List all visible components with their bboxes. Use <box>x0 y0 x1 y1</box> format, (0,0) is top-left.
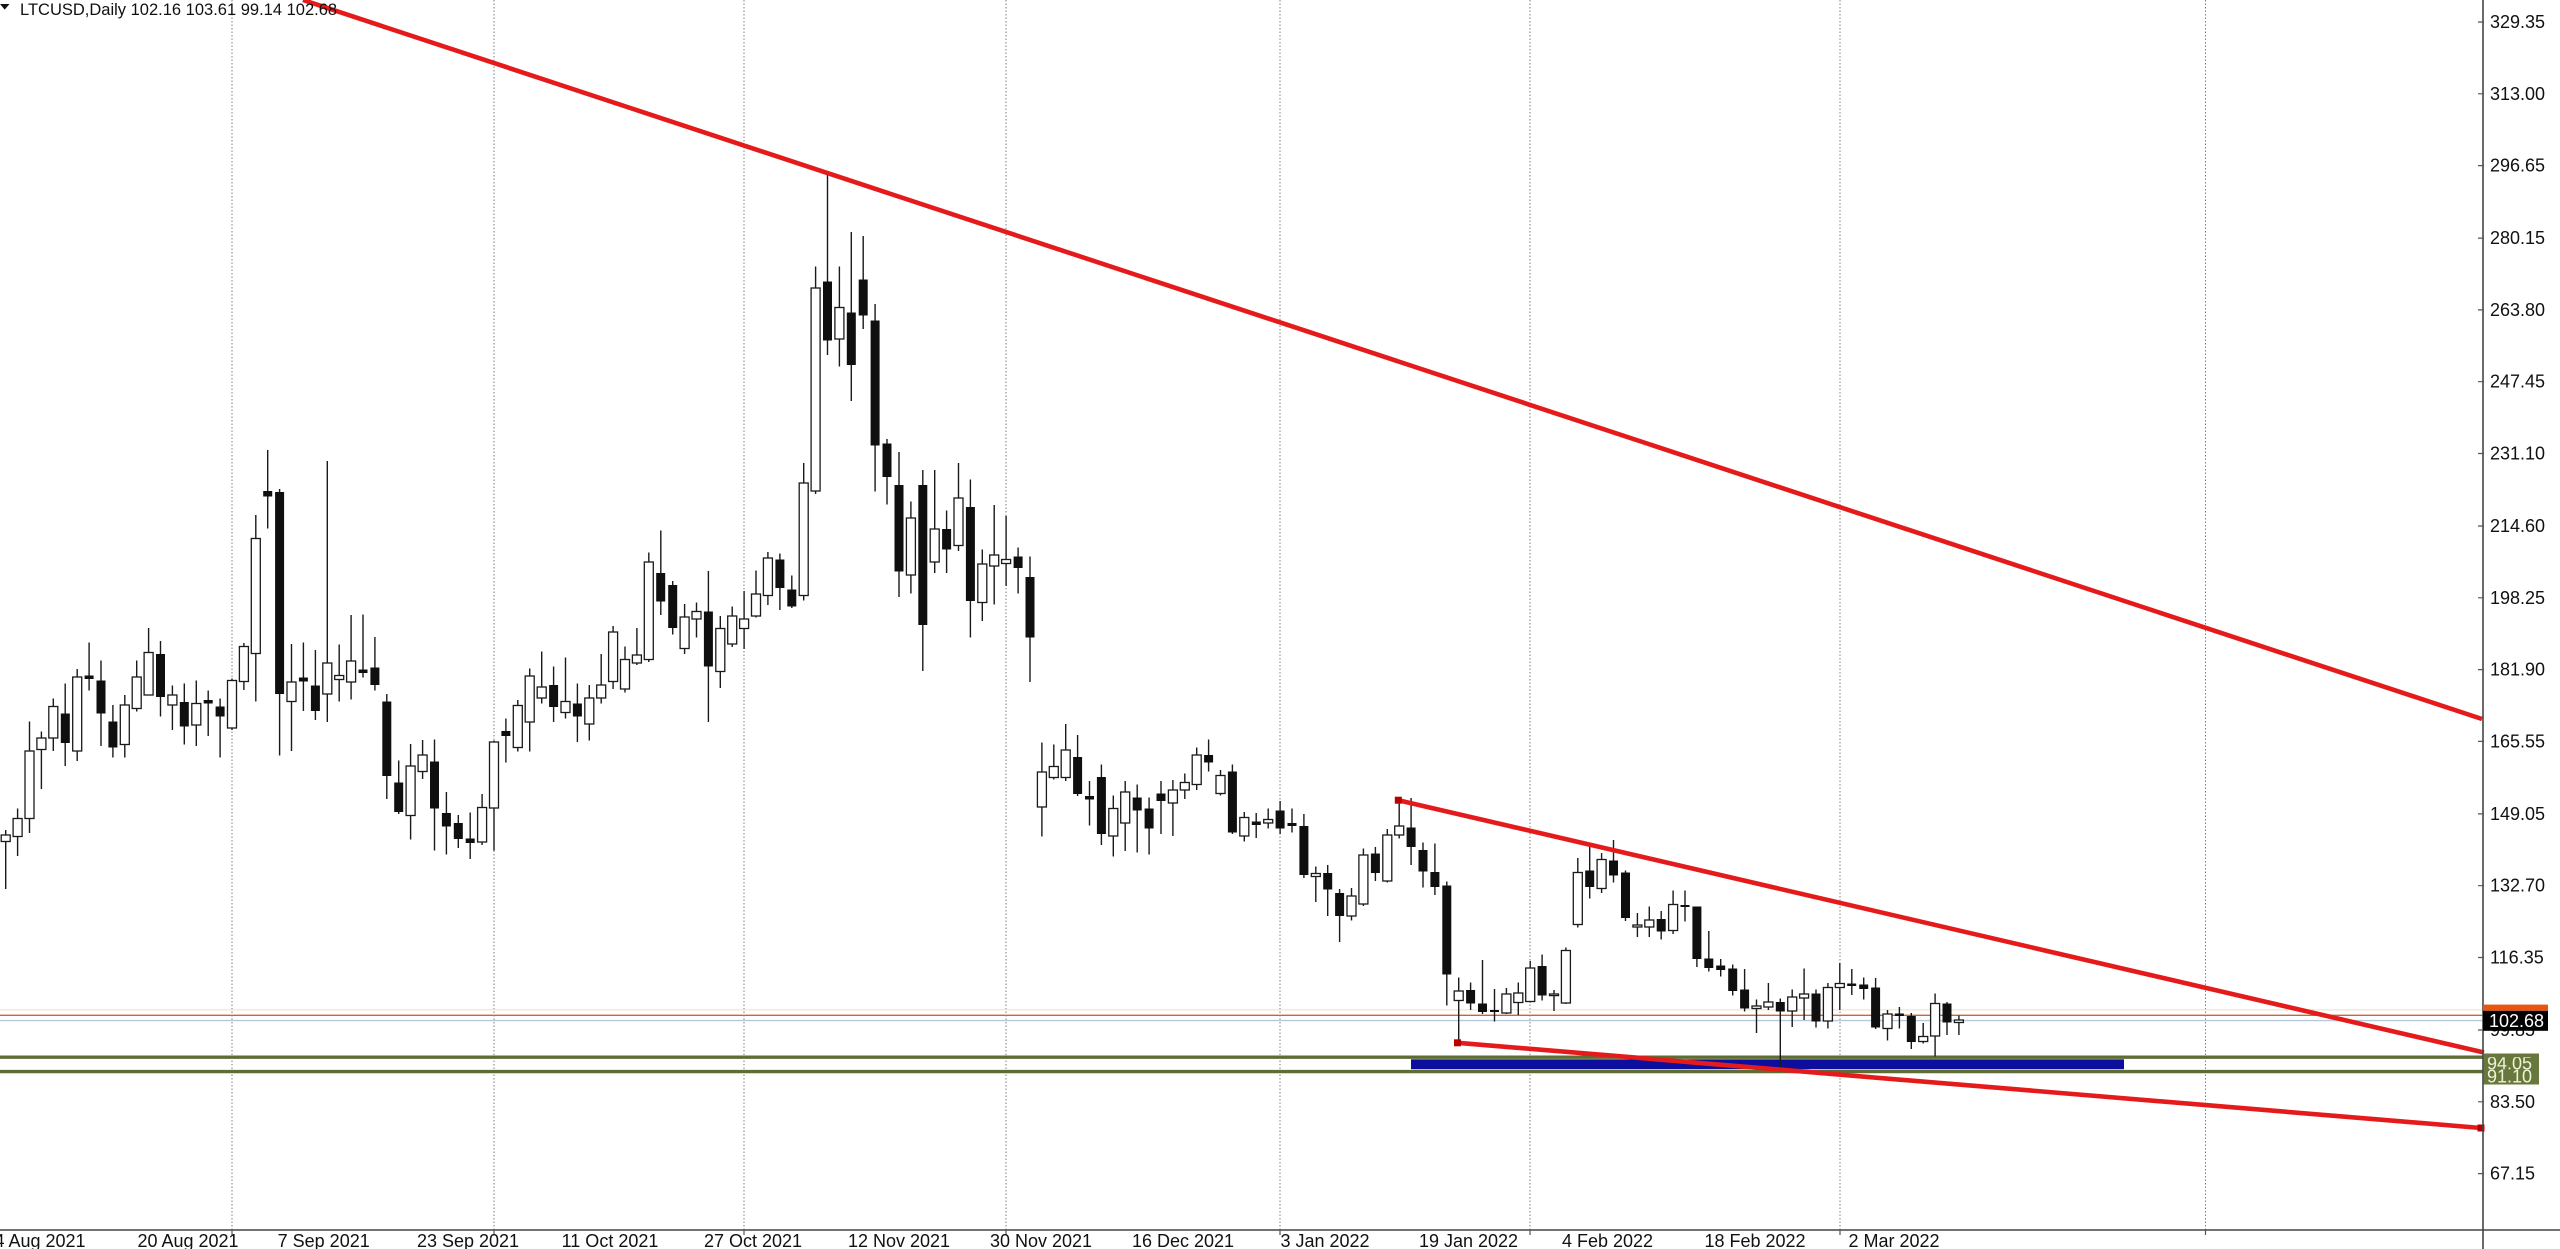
svg-text:7 Sep 2021: 7 Sep 2021 <box>278 1231 370 1249</box>
svg-text:94.05: 94.05 <box>2487 1054 2532 1074</box>
svg-text:231.10: 231.10 <box>2490 444 2545 464</box>
svg-text:LTCUSD,Daily 102.16 103.61 99: LTCUSD,Daily 102.16 103.61 99.14 102.68 <box>20 1 337 19</box>
svg-text:247.45: 247.45 <box>2490 372 2545 392</box>
svg-text:296.65: 296.65 <box>2490 156 2545 176</box>
svg-text:214.60: 214.60 <box>2490 516 2545 536</box>
svg-text:181.90: 181.90 <box>2490 660 2545 680</box>
svg-text:67.15: 67.15 <box>2490 1164 2535 1184</box>
svg-text:20 Aug 2021: 20 Aug 2021 <box>137 1231 238 1249</box>
svg-text:27 Oct 2021: 27 Oct 2021 <box>704 1231 802 1249</box>
svg-text:165.55: 165.55 <box>2490 731 2545 751</box>
svg-text:132.70: 132.70 <box>2490 876 2545 896</box>
svg-text:16 Dec 2021: 16 Dec 2021 <box>1132 1231 1234 1249</box>
svg-text:3 Jan 2022: 3 Jan 2022 <box>1280 1231 1369 1249</box>
svg-text:263.80: 263.80 <box>2490 300 2545 320</box>
svg-text:83.50: 83.50 <box>2490 1092 2535 1112</box>
svg-text:313.00: 313.00 <box>2490 84 2545 104</box>
svg-text:23 Sep 2021: 23 Sep 2021 <box>417 1231 519 1249</box>
svg-text:18 Feb 2022: 18 Feb 2022 <box>1704 1231 1805 1249</box>
svg-text:280.15: 280.15 <box>2490 228 2545 248</box>
svg-text:11 Oct 2021: 11 Oct 2021 <box>562 1231 659 1249</box>
svg-text:4 Aug 2021: 4 Aug 2021 <box>0 1231 86 1249</box>
svg-text:102.68: 102.68 <box>2489 1011 2544 1031</box>
svg-text:2 Mar 2022: 2 Mar 2022 <box>1848 1231 1939 1249</box>
svg-text:116.35: 116.35 <box>2490 948 2544 968</box>
svg-text:149.05: 149.05 <box>2490 804 2545 824</box>
svg-text:12 Nov 2021: 12 Nov 2021 <box>848 1231 950 1249</box>
svg-text:19 Jan 2022: 19 Jan 2022 <box>1419 1231 1518 1249</box>
svg-text:30 Nov 2021: 30 Nov 2021 <box>990 1231 1092 1249</box>
svg-text:198.25: 198.25 <box>2490 588 2545 608</box>
svg-text:91.10: 91.10 <box>2487 1066 2532 1086</box>
svg-text:329.35: 329.35 <box>2490 12 2545 32</box>
svg-text:4 Feb 2022: 4 Feb 2022 <box>1562 1231 1653 1249</box>
